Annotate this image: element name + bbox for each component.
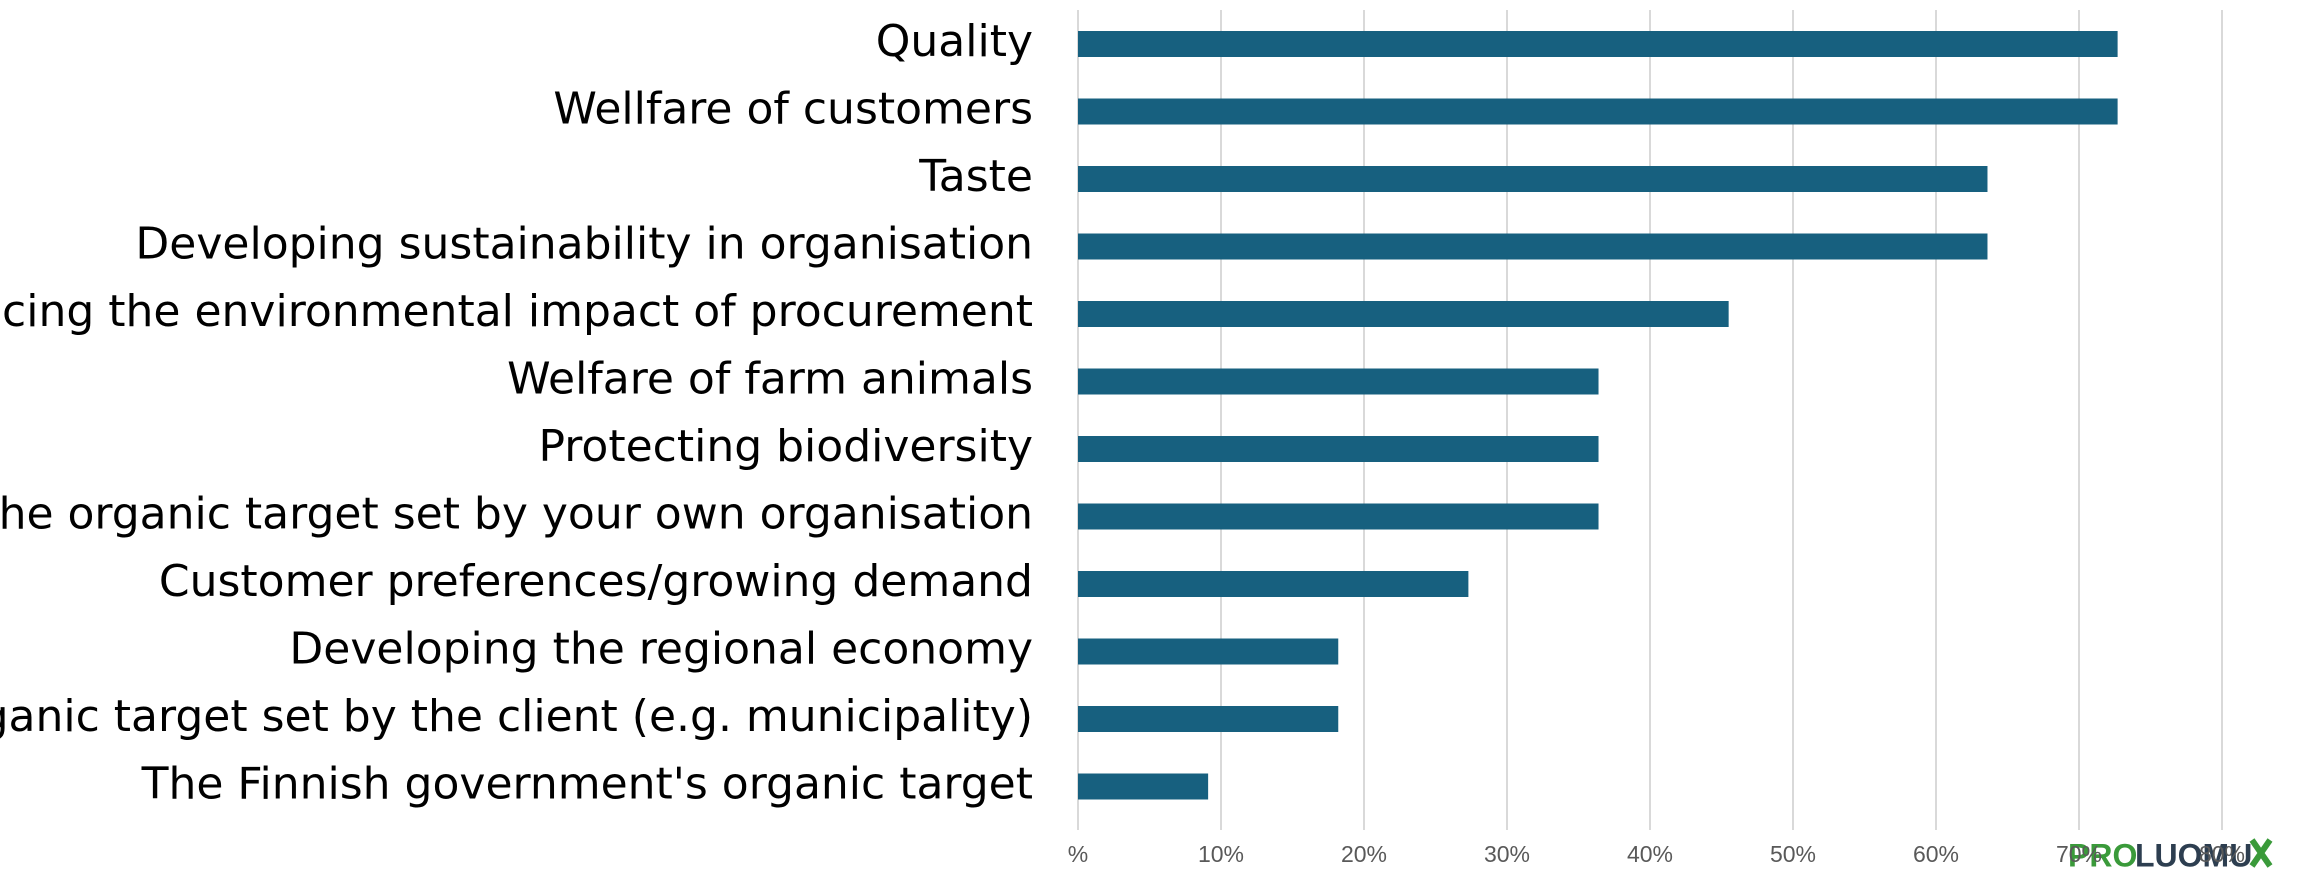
bar <box>1078 98 2118 125</box>
bar <box>1078 368 1599 395</box>
logo: PRO LUOMU <box>2068 837 2273 869</box>
x-tick-label: 50% <box>1770 841 1816 867</box>
category-label: The Finnish government's organic target <box>141 759 1033 810</box>
category-label: Developing sustainability in organisatio… <box>135 219 1033 270</box>
category-label: Welfare of farm animals <box>507 354 1033 405</box>
category-label: The organic target set by your own organ… <box>0 489 1033 540</box>
x-tick-label: 70% <box>2056 841 2102 867</box>
category-label: Quality <box>876 16 1033 67</box>
category-label: Customer preferences/growing demand <box>159 556 1033 607</box>
bar <box>1078 233 1988 260</box>
bar <box>1078 436 1599 462</box>
logo-luomu: LUOMU <box>2135 837 2252 869</box>
x-tick-label: 60% <box>1913 841 1959 867</box>
x-tick-label: 80% <box>2199 841 2245 867</box>
category-label: Organic target set by the client (e.g. m… <box>0 691 1033 742</box>
bar <box>1078 571 1469 597</box>
x-tick-label: 10% <box>1198 841 1244 867</box>
logo-icon <box>2249 838 2273 868</box>
category-label: Protecting biodiversity <box>539 421 1033 472</box>
category-label: Taste <box>918 151 1033 202</box>
bar <box>1078 638 1339 665</box>
bar <box>1078 503 1599 530</box>
bar <box>1078 773 1209 800</box>
category-label: Reducing the environmental impact of pro… <box>0 286 1033 337</box>
bar <box>1078 301 1729 327</box>
category-label: Wellfare of customers <box>553 84 1033 135</box>
x-tick-label: 30% <box>1484 841 1530 867</box>
x-tick-label: 20% <box>1341 841 1387 867</box>
bar <box>1078 31 2118 57</box>
logo-pro: PRO <box>2068 837 2137 869</box>
x-tick-label: 40% <box>1627 841 1673 867</box>
category-label: Developing the regional economy <box>289 624 1033 675</box>
bar <box>1078 166 1988 192</box>
x-tick-label: % <box>1068 841 1088 867</box>
bar <box>1078 706 1339 732</box>
